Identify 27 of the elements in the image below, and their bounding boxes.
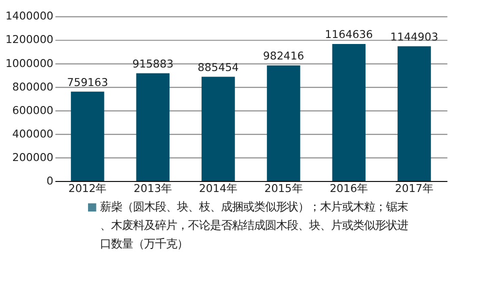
bar <box>70 92 104 181</box>
data-label: 885454 <box>198 60 239 74</box>
x-tick-label: 2014年 <box>199 182 238 196</box>
data-label: 1164636 <box>324 28 374 42</box>
y-tick-label: 1000000 <box>5 56 54 70</box>
x-tick-label: 2015年 <box>264 182 303 196</box>
bar <box>136 73 170 181</box>
data-label: 1144903 <box>390 30 438 44</box>
y-tick-label: 600000 <box>12 104 54 117</box>
y-tick-label: 400000 <box>12 127 54 140</box>
y-tick-label: 800000 <box>12 80 54 94</box>
legend-label: 薪柴（圆木段、块、枝、成捆或类似形状）；木片或木粒；锯末、木废料及碎片，不论是否粘结成圆木段、块、片或类似形状进口数量（万千克） <box>100 200 408 251</box>
bar <box>398 46 431 181</box>
y-tick-label: 0 <box>46 174 54 188</box>
data-label: 915883 <box>132 57 174 70</box>
bar <box>332 44 366 181</box>
x-tick-label: 2016年 <box>330 182 368 196</box>
bar <box>266 65 300 181</box>
data-label: 759163 <box>66 76 108 89</box>
x-tick-label: 2013年 <box>134 182 172 196</box>
bar <box>202 76 235 181</box>
x-tick-label: 2017年 <box>395 182 434 196</box>
y-tick-label: 1400000 <box>5 10 54 23</box>
data-label: 982416 <box>263 50 304 63</box>
x-tick-label: 2012年 <box>68 182 107 196</box>
y-tick-label: 1200000 <box>5 33 54 46</box>
y-tick-label: 200000 <box>12 150 54 164</box>
